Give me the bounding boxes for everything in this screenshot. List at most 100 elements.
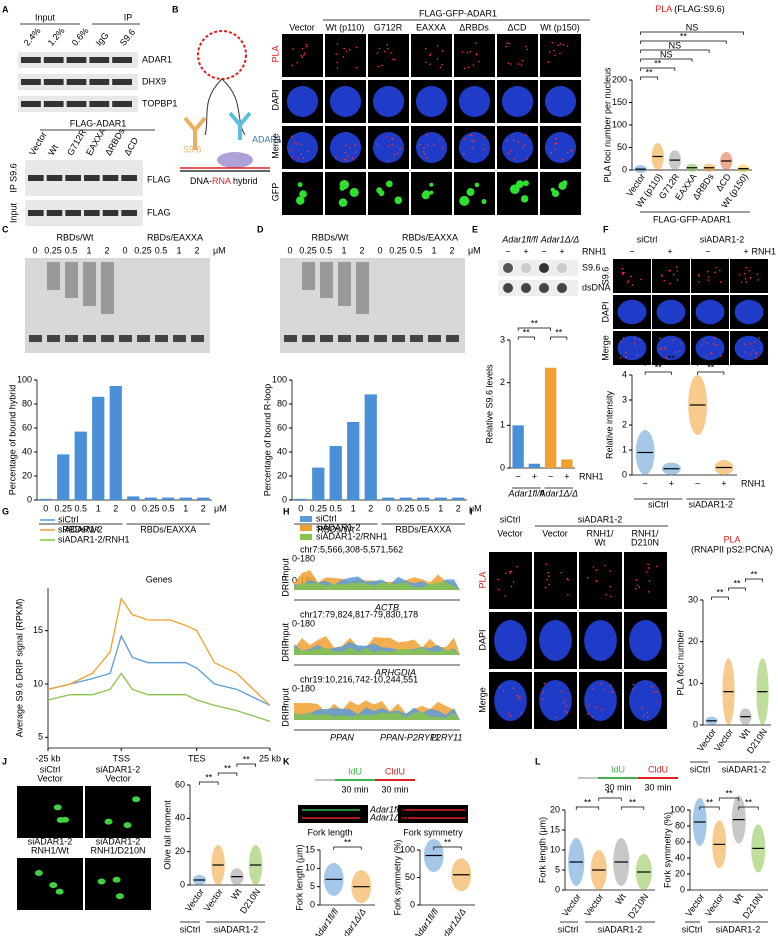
series-line [47,597,271,706]
band [121,210,137,216]
label: siADAR1-2 [598,924,643,934]
panel-letter: K [283,756,290,766]
foci [698,275,701,277]
gel-smear [302,262,315,290]
nucleus [286,86,319,117]
band [112,101,132,107]
group-label: siCtrl [648,499,669,509]
y-tick-label: 0 [693,719,698,729]
unit: μM [214,503,227,513]
label: μM [468,245,481,255]
foci [423,147,425,150]
foci [394,58,396,61]
foci [601,708,604,711]
foci [463,67,466,69]
foci [429,54,431,57]
y-tick-label: 40 [22,446,32,456]
gfp-blob [349,187,359,198]
x-tick-label: + [721,478,726,488]
nucleus [494,679,527,722]
micrograph [540,172,581,215]
bar [92,396,105,500]
label: Wt [46,142,60,157]
foci [632,683,635,686]
foci [719,269,721,272]
label: FLAG-GFP-ADAR1 [419,8,497,18]
micrograph [691,259,729,293]
foci [656,565,658,568]
foci [290,149,292,151]
foci [680,343,683,345]
label: ΔCD [507,22,527,32]
foci [711,352,713,355]
foci [433,144,435,146]
foci [508,42,511,45]
x-tick-label: 2 [113,503,118,513]
significance: ** [555,327,563,337]
significance-bracket [745,578,763,582]
y-tick-label: 60 [175,779,185,789]
foci [704,355,707,358]
foci [547,61,550,63]
foci [758,337,761,339]
foci [520,712,523,715]
foci [566,577,569,580]
label: RNH1/D210N [90,845,145,855]
foci [426,134,428,136]
x-tick-label: Vector [703,892,726,919]
label: CldU [648,764,668,774]
label: RNH1/Wt [31,845,69,855]
micrograph [579,552,622,609]
foci [749,343,752,345]
label: S9.6 [600,267,610,286]
significance-bracket [433,846,462,850]
foci [634,345,636,347]
y-tick-label: 100 [272,374,287,384]
bar [364,394,377,500]
foci [293,141,296,144]
foci [292,48,294,50]
hybrid-part: RNA [212,176,231,186]
gel-band [320,335,333,342]
label: Input [280,622,290,643]
label: + [559,246,564,256]
foci [516,565,518,568]
foci [595,580,597,582]
foci [749,277,752,279]
foci [659,337,661,340]
legend-swatch [300,516,312,522]
nucleus [629,679,662,722]
significance-bracket [517,327,551,331]
label: + [667,246,672,256]
x-tick-label: 2 [201,503,206,513]
x-tick-label: 0.25 [397,503,415,513]
foci [559,52,561,55]
micrograph [85,786,151,838]
significance-bracket [738,806,759,810]
nucleus [584,619,617,662]
foci [342,55,345,58]
y-axis-label: Average S9.6 DRIP signal (RPKM) [14,599,24,738]
x-tick-label: TSS [113,753,131,763]
significance: ** [706,797,714,807]
label: GFP [270,183,280,202]
bar [434,497,447,500]
label: 30 min [341,784,368,794]
foci [609,570,611,572]
foci [473,140,475,142]
foci [391,143,394,146]
label: siADAR1-2 [28,836,73,846]
y-tick-label: 1 [500,420,505,430]
micrograph [489,552,532,609]
bar [452,497,465,500]
nucleus [494,619,527,662]
foci [384,50,386,53]
x-tick-label: 0 [298,503,303,513]
label: RNH1/ [631,528,659,538]
y-axis-label: Fork length (μm) [537,817,547,883]
label: 0.25 [44,245,62,255]
y-tick-label: 10 [305,863,315,873]
y-tick-label: 20 [277,470,287,480]
y-tick-label: 20 [175,846,185,856]
band [43,57,64,63]
